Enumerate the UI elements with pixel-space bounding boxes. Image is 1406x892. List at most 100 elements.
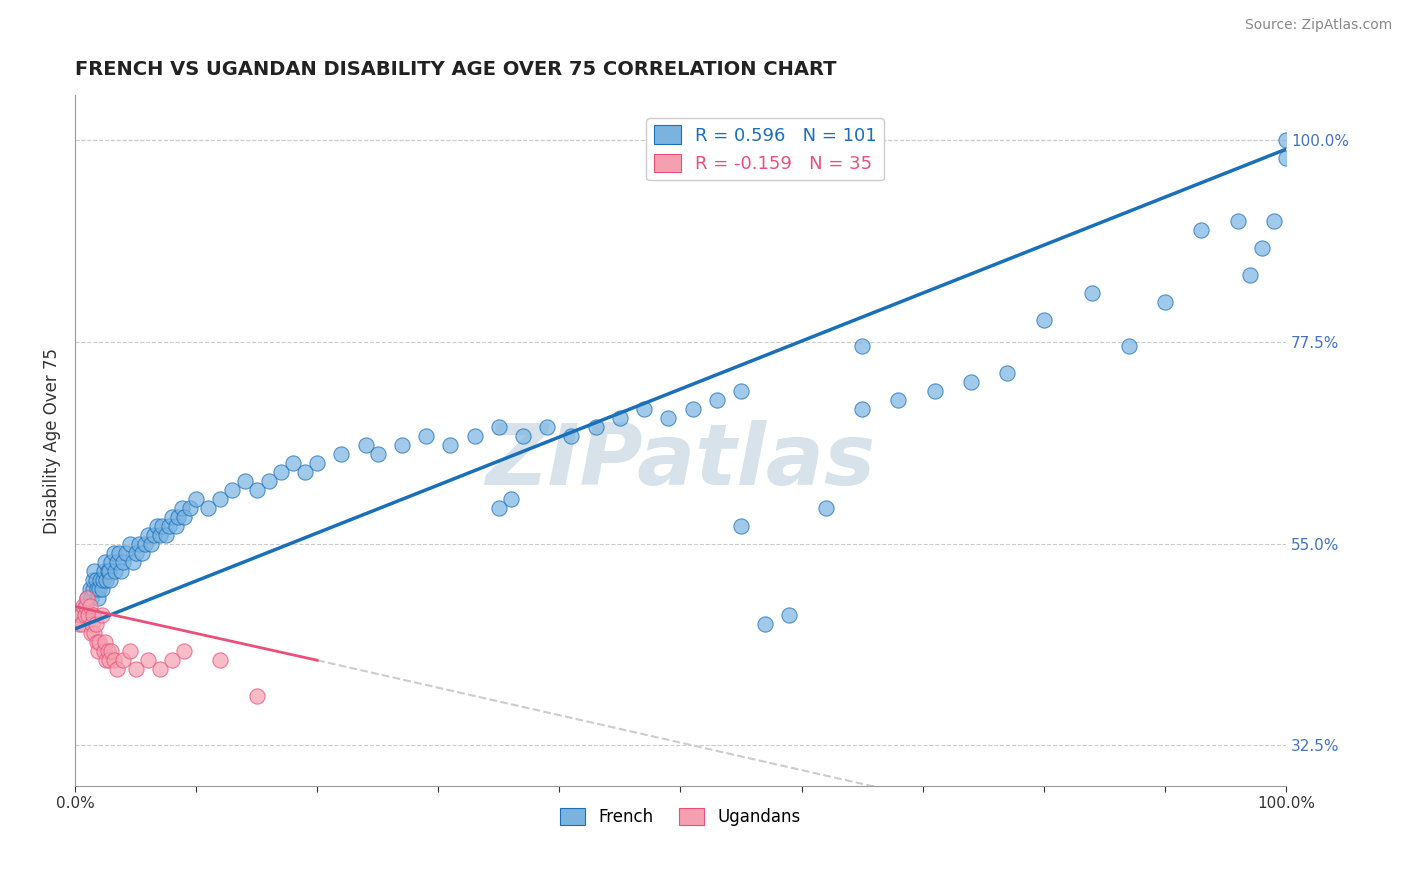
Point [86, 635, 108, 649]
Point [1275, 133, 1298, 147]
Point [197, 500, 219, 515]
Point [107, 546, 129, 560]
Point [887, 393, 910, 408]
Point [70, 608, 93, 623]
Point [90, 608, 112, 623]
Point [246, 483, 269, 497]
Point [93, 564, 115, 578]
Point [1032, 312, 1054, 326]
Point [173, 644, 195, 658]
Point [91, 573, 114, 587]
Point [76, 591, 98, 605]
Point [100, 555, 122, 569]
Point [464, 429, 486, 443]
Point [924, 384, 946, 399]
Point [112, 653, 135, 667]
Point [96, 573, 118, 587]
Point [960, 376, 983, 390]
Point [149, 527, 172, 541]
Point [93, 644, 115, 658]
Point [439, 438, 461, 452]
Point [73, 608, 96, 623]
Point [67, 617, 90, 632]
Point [105, 555, 128, 569]
Point [134, 537, 156, 551]
Point [118, 644, 141, 658]
Point [83, 564, 105, 578]
Point [75, 599, 97, 614]
Point [96, 653, 118, 667]
Point [146, 518, 169, 533]
Legend: French, Ugandans: French, Ugandans [554, 801, 807, 832]
Point [173, 509, 195, 524]
Point [1153, 294, 1175, 309]
Point [105, 662, 128, 676]
Point [76, 591, 98, 605]
Point [512, 429, 534, 443]
Point [84, 573, 107, 587]
Point [779, 608, 801, 623]
Point [82, 582, 104, 596]
Point [72, 617, 94, 632]
Text: ZIPatlas: ZIPatlas [485, 420, 876, 503]
Point [87, 644, 110, 658]
Point [100, 644, 122, 658]
Point [86, 582, 108, 596]
Point [98, 573, 121, 587]
Point [128, 537, 150, 551]
Point [118, 537, 141, 551]
Point [124, 662, 146, 676]
Point [415, 429, 437, 443]
Point [80, 617, 103, 632]
Point [160, 509, 183, 524]
Point [657, 411, 679, 425]
Y-axis label: Disability Age Over 75: Disability Age Over 75 [44, 348, 60, 533]
Point [94, 635, 117, 649]
Point [103, 653, 125, 667]
Point [730, 518, 752, 533]
Point [367, 447, 389, 461]
Point [209, 491, 232, 506]
Point [1275, 151, 1298, 165]
Point [122, 555, 145, 569]
Point [851, 402, 873, 417]
Point [79, 599, 101, 614]
Point [89, 582, 111, 596]
Point [167, 509, 190, 524]
Point [79, 582, 101, 596]
Point [633, 402, 655, 417]
Point [160, 653, 183, 667]
Point [1081, 285, 1104, 300]
Point [754, 617, 776, 632]
Point [851, 339, 873, 353]
Point [89, 573, 111, 587]
Point [246, 689, 269, 703]
Point [209, 653, 232, 667]
Point [488, 420, 510, 434]
Point [70, 608, 93, 623]
Point [149, 662, 172, 676]
Point [233, 474, 256, 488]
Text: Source: ZipAtlas.com: Source: ZipAtlas.com [1244, 18, 1392, 32]
Point [257, 474, 280, 488]
Point [94, 555, 117, 569]
Point [97, 564, 120, 578]
Point [1189, 223, 1212, 237]
Point [1118, 339, 1140, 353]
Point [499, 491, 522, 506]
Point [170, 500, 193, 515]
Point [682, 402, 704, 417]
Point [150, 518, 173, 533]
Point [89, 635, 111, 649]
Point [155, 527, 177, 541]
Point [82, 573, 104, 587]
Point [84, 617, 107, 632]
Point [165, 518, 187, 533]
Point [330, 447, 353, 461]
Point [124, 546, 146, 560]
Point [307, 456, 329, 470]
Point [536, 420, 558, 434]
Point [73, 599, 96, 614]
Point [97, 564, 120, 578]
Point [179, 500, 201, 515]
